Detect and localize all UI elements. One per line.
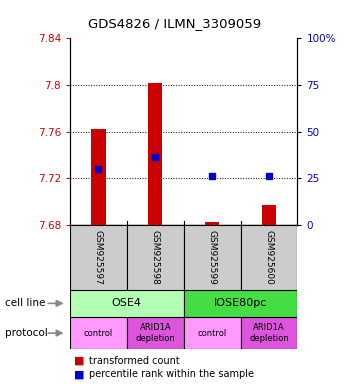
- Bar: [184, 290, 298, 317]
- Bar: [262, 205, 276, 225]
- Text: transformed count: transformed count: [89, 356, 180, 366]
- Bar: [127, 225, 184, 290]
- Text: ARID1A
depletion: ARID1A depletion: [135, 323, 175, 343]
- Bar: [184, 317, 240, 349]
- Text: percentile rank within the sample: percentile rank within the sample: [89, 369, 254, 379]
- Text: IOSE80pc: IOSE80pc: [214, 298, 267, 308]
- Text: ■: ■: [74, 369, 84, 379]
- Bar: [91, 129, 106, 225]
- Bar: [240, 225, 298, 290]
- Bar: [148, 83, 162, 225]
- Bar: [184, 225, 240, 290]
- Text: OSE4: OSE4: [112, 298, 142, 308]
- Text: cell line: cell line: [5, 298, 46, 308]
- Bar: [240, 317, 298, 349]
- Text: GSM925599: GSM925599: [208, 230, 217, 285]
- Text: GDS4826 / ILMN_3309059: GDS4826 / ILMN_3309059: [89, 17, 261, 30]
- Text: control: control: [197, 329, 227, 338]
- Bar: [70, 225, 127, 290]
- Bar: [205, 222, 219, 225]
- Bar: [70, 317, 127, 349]
- Text: GSM925598: GSM925598: [151, 230, 160, 285]
- Text: protocol: protocol: [5, 328, 48, 338]
- Bar: [127, 317, 184, 349]
- Text: GSM925600: GSM925600: [265, 230, 274, 285]
- Text: ARID1A
depletion: ARID1A depletion: [249, 323, 289, 343]
- Bar: [70, 290, 184, 317]
- Text: GSM925597: GSM925597: [94, 230, 103, 285]
- Text: control: control: [84, 329, 113, 338]
- Text: ■: ■: [74, 356, 84, 366]
